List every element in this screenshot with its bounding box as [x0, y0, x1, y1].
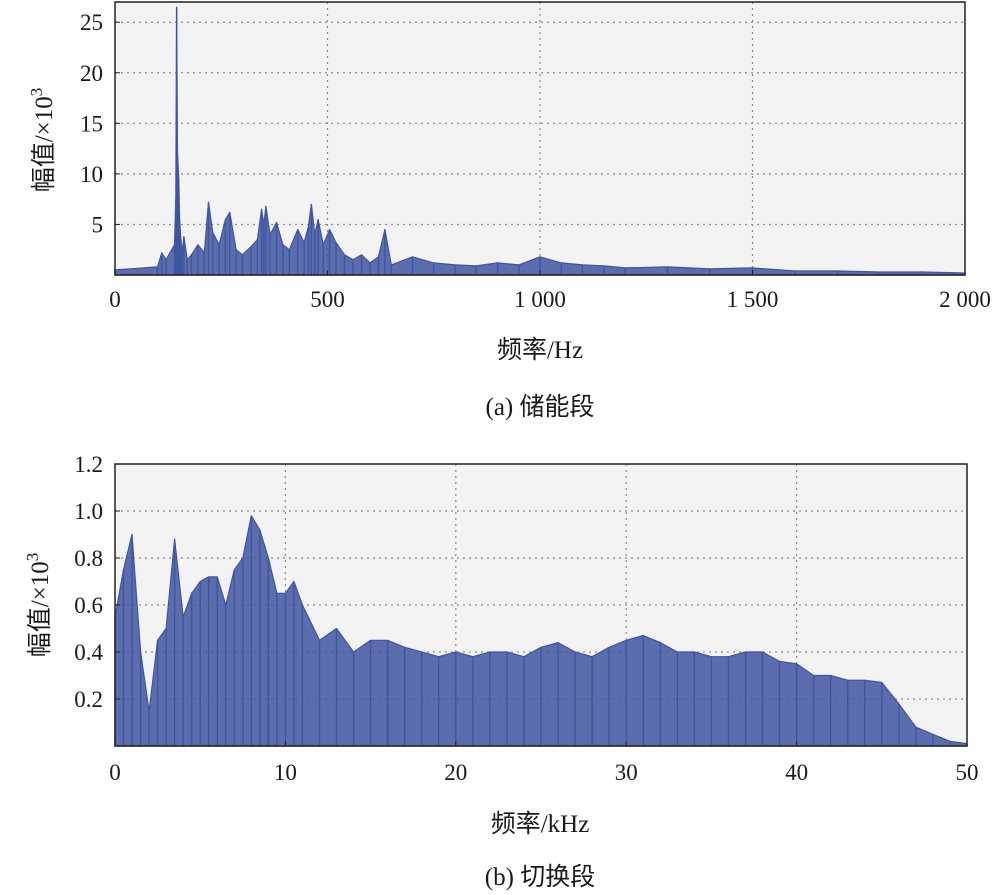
x-tick-label-a: 1 500: [727, 287, 779, 312]
x-tick-label-b: 10: [274, 760, 297, 785]
x-axis-label-a: 频率/Hz: [497, 336, 583, 364]
y-tick-label-b: 1.2: [74, 452, 103, 477]
plot-area-a: [115, 2, 965, 275]
y-axis-label-a-text: 幅值/×10: [30, 96, 58, 192]
y-tick-label-b: 0.6: [74, 593, 103, 618]
x-tick-label-b: 30: [615, 760, 638, 785]
ticks-a: 0 500 1 000 1 500 2 000 5 10 15 20 25: [80, 10, 991, 312]
x-tick-label-a: 1 000: [514, 287, 566, 312]
y-axis-label-a: 幅值/×103: [27, 88, 58, 193]
x-tick-label-b: 0: [109, 760, 121, 785]
y-tick-label-a: 25: [80, 10, 103, 35]
caption-b: (b) 切换段: [485, 863, 595, 891]
ticks-b: 0 10 20 30 40 50 0.2 0.4 0.6 0.8 1.0 1.2: [74, 452, 978, 785]
y-tick-label-b: 0.8: [74, 546, 103, 571]
x-tick-label-b: 50: [956, 760, 979, 785]
y-tick-label-b: 1.0: [74, 499, 103, 524]
x-tick-label-a: 2 000: [939, 287, 991, 312]
y-tick-label-b: 0.2: [74, 687, 103, 712]
x-tick-label-b: 20: [444, 760, 467, 785]
y-axis-label-b-exponent: 3: [23, 553, 42, 562]
y-axis-label-b-text: 幅值/×10: [26, 561, 54, 657]
x-tick-label-a: 0: [109, 287, 121, 312]
series-b: [114, 515, 968, 747]
chart-panel-a: 0 500 1 000 1 500 2 000 5 10 15 20 25 频率/Hz 幅值/×1…: [27, 1, 991, 421]
x-tick-label-a: 500: [310, 287, 345, 312]
y-tick-label-a: 5: [92, 212, 104, 237]
y-axis-label-b: 幅值/×103: [23, 553, 54, 658]
y-tick-label-a: 15: [80, 111, 103, 136]
x-axis-label-b: 频率/kHz: [491, 810, 590, 838]
series-area-a: [114, 6, 966, 276]
x-tick-label-b: 40: [785, 760, 808, 785]
y-tick-label-a: 20: [80, 61, 103, 86]
y-tick-label-a: 10: [80, 162, 103, 187]
y-axis-label-a-exponent: 3: [27, 88, 46, 97]
grid-a: [115, 2, 965, 275]
chart-panel-b: 0 10 20 30 40 50 0.2 0.4 0.6 0.8 1.0 1.2 频率/kHz 幅值/…: [23, 452, 979, 891]
caption-a: (a) 储能段: [486, 393, 595, 421]
y-tick-label-b: 0.4: [74, 640, 103, 665]
series-a: [114, 6, 966, 276]
